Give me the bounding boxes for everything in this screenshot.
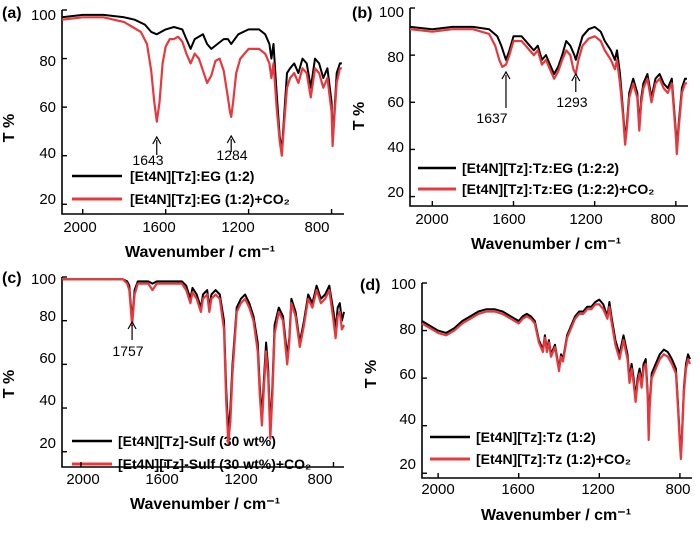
legend-entry: [Et4N][Tz]-Sulf (30 wt%) [118, 433, 276, 449]
y-tick-label: 80 [39, 308, 56, 325]
panel-c: (c) T % 20 40 60 80 100 2000 1600 1200 8… [1, 270, 345, 513]
y-tick-label: 100 [31, 271, 56, 288]
y-tick-label: 100 [391, 276, 416, 293]
x-tick-label: 800 [665, 481, 690, 498]
y-tick-label: 40 [39, 145, 56, 162]
annotation-label: 1293 [556, 94, 587, 110]
annotation-label: 1284 [216, 147, 247, 163]
x-tick-label: 800 [650, 211, 675, 228]
y-tick-label: 40 [39, 392, 56, 409]
y-tick-label: 40 [399, 411, 416, 428]
annotation-arrowhead [127, 320, 137, 330]
series-line-black [421, 298, 691, 456]
annotation-arrowhead [152, 135, 162, 145]
legend-entry: [Et4N][Tz]:Tz:EG (1:2:2)+CO₂ [462, 181, 655, 197]
series-line-black [62, 278, 345, 436]
x-tick-label: 1600 [501, 481, 534, 498]
legend-entry: [Et4N][Tz]:Tz:EG (1:2:2) [462, 160, 619, 176]
y-axis-label-d: T % [363, 360, 380, 388]
series-line-red [421, 303, 692, 461]
annotation-arrowhead [501, 70, 511, 80]
y-axis-label-c: T % [1, 370, 18, 398]
series-line-red [61, 16, 342, 157]
series-line-black [409, 25, 687, 151]
annotation-label: 1757 [112, 343, 143, 359]
x-axis-label-a: Wavenumber / cm⁻¹ [125, 244, 275, 261]
y-tick-label: 100 [379, 4, 404, 21]
legend-entry: [Et4N][Tz]:Tz (1:2)+CO₂ [476, 451, 631, 467]
legend-a: [Et4N][Tz]:EG (1:2) [Et4N][Tz]:EG (1:2)+… [72, 168, 290, 207]
panel-a: (a) T % 20 40 60 80 100 2000 1600 1200 8… [1, 5, 344, 261]
annotation-arrowhead [226, 134, 236, 144]
x-tick-label: 1600 [492, 211, 525, 228]
y-axis-label-a: T % [1, 114, 18, 142]
y-tick-labels-a: 20 40 60 80 100 [31, 7, 56, 208]
x-tick-labels-b: 2000 1600 1200 800 [415, 211, 675, 228]
legend-entry: [Et4N][Tz]:Tz (1:2) [476, 429, 596, 445]
x-tick-label: 1600 [142, 219, 175, 236]
panel-label-b: (b) [352, 5, 372, 22]
y-tick-label: 80 [387, 49, 404, 66]
x-tick-label: 2000 [421, 481, 454, 498]
y-tick-label: 100 [31, 7, 56, 24]
y-tick-label: 20 [39, 191, 56, 208]
x-tick-label: 800 [307, 471, 332, 488]
y-tick-label: 80 [399, 321, 416, 338]
y-tick-label: 20 [39, 435, 56, 452]
annotation-label: 1643 [132, 152, 163, 168]
x-tick-labels-a: 2000 1600 1200 800 [63, 219, 329, 236]
y-tick-label: 20 [387, 184, 404, 201]
panel-b: (b) T % 20 40 60 80 100 2000 1600 1200 8… [351, 4, 688, 253]
x-tick-labels-d: 2000 1600 1200 800 [421, 481, 690, 498]
annotation-arrowhead [571, 72, 581, 82]
legend-entry: [Et4N][Tz]:EG (1:2) [130, 168, 254, 184]
y-tick-label: 60 [399, 366, 416, 383]
panel-label-c: (c) [2, 270, 22, 287]
x-axis-label-d: Wavenumber / cm⁻¹ [481, 507, 631, 524]
legend-entry: [Et4N][Tz]:EG (1:2)+CO₂ [130, 191, 290, 207]
y-tick-label: 60 [39, 350, 56, 367]
y-axis-label-b: T % [351, 102, 368, 130]
legend-d: [Et4N][Tz]:Tz (1:2) [Et4N][Tz]:Tz (1:2)+… [430, 429, 631, 467]
axis-frame [61, 10, 344, 215]
x-tick-label: 1600 [145, 471, 178, 488]
series-line-black [61, 13, 342, 152]
panel-label-a: (a) [2, 5, 22, 22]
axis-frame [409, 8, 688, 207]
annotation-label: 1637 [476, 110, 507, 126]
x-tick-labels-c: 2000 1600 1200 800 [66, 471, 332, 488]
series-line-red [409, 28, 687, 156]
y-tick-label: 20 [399, 456, 416, 473]
x-tick-label: 800 [304, 219, 329, 236]
axis-frame [421, 283, 692, 479]
x-tick-label: 1200 [569, 211, 602, 228]
legend-b: [Et4N][Tz]:Tz:EG (1:2:2) [Et4N][Tz]:Tz:E… [418, 160, 655, 197]
y-tick-labels-c: 20 40 60 80 100 [31, 271, 56, 452]
panel-label-d: (d) [360, 277, 380, 294]
legend-entry: [Et4N][Tz]-Sulf (30 wt%)+CO₂ [118, 456, 311, 472]
y-tick-label: 40 [387, 139, 404, 156]
legend-c: [Et4N][Tz]-Sulf (30 wt%) [Et4N][Tz]-Sulf… [72, 433, 311, 472]
y-tick-labels-d: 20 40 60 80 100 [391, 276, 416, 473]
y-tick-label: 60 [387, 94, 404, 111]
series-line-red [62, 278, 345, 445]
x-tick-label: 2000 [415, 211, 448, 228]
x-axis-label-c: Wavenumber / cm⁻¹ [130, 496, 280, 513]
y-tick-label: 80 [39, 53, 56, 70]
x-tick-label: 1200 [224, 471, 257, 488]
x-tick-label: 2000 [63, 219, 96, 236]
y-tick-label: 60 [39, 99, 56, 116]
x-tick-label: 1200 [221, 219, 254, 236]
axis-frame [61, 277, 344, 468]
x-tick-label: 1200 [581, 481, 614, 498]
x-axis-label-b: Wavenumber / cm⁻¹ [471, 236, 621, 253]
x-tick-label: 2000 [66, 471, 99, 488]
y-tick-labels-b: 20 40 60 80 100 [379, 4, 404, 201]
panel-d: (d) T % 20 40 60 80 100 2000 1600 1200 8… [360, 276, 692, 524]
